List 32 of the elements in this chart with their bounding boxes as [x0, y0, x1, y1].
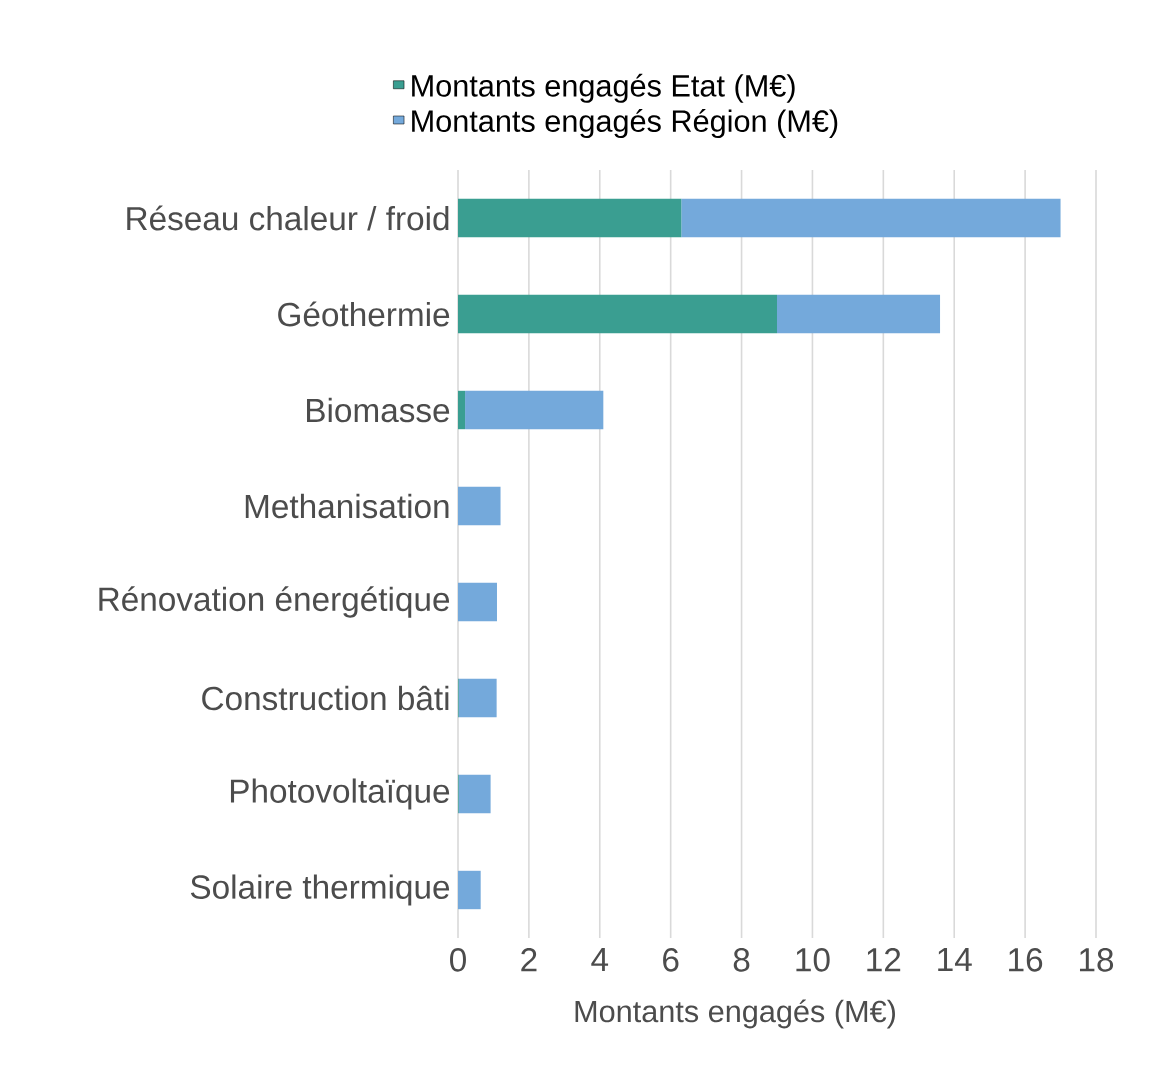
bar [777, 294, 941, 334]
y-tick-label: Biomasse [307, 397, 450, 423]
bar [458, 678, 497, 718]
x-tick-label: 10 [796, 948, 830, 972]
x-tick-label: 2 [521, 948, 537, 972]
bar [458, 870, 481, 910]
y-tick-label: Géothermie [278, 301, 450, 327]
y-tick-label: Methanisation [245, 493, 449, 519]
x-tick-label: 4 [591, 948, 609, 971]
x-tick-label: 6 [663, 948, 679, 972]
bar [458, 486, 501, 526]
x-axis-title: Montants engagés (M€) [575, 999, 895, 1029]
x-tick-label: 14 [938, 948, 972, 971]
x-tick-label: 0 [450, 948, 466, 972]
x-tick-label: 18 [1079, 948, 1114, 972]
bar [458, 774, 491, 814]
y-tick-label: Rénovation énergétique [99, 586, 450, 618]
bar [458, 198, 682, 238]
bar [458, 294, 777, 334]
x-tick-label: 16 [1009, 948, 1043, 972]
legend-label: Montants engagés Région (M€) [412, 109, 838, 139]
y-tick-label: Réseau chaleur / froid [127, 205, 449, 231]
bar [458, 390, 466, 430]
y-tick-label: Solaire thermique [190, 874, 450, 906]
bar [681, 198, 1061, 238]
y-tick-label: Construction bâti [202, 685, 449, 711]
x-tick-label: 8 [733, 948, 750, 972]
y-tick-label: Photovoltaïque [230, 778, 450, 810]
bar [465, 390, 604, 430]
legend-label: Montants engagés Etat (M€) [412, 73, 795, 103]
bar [458, 582, 497, 622]
x-tick-label: 12 [867, 948, 901, 972]
